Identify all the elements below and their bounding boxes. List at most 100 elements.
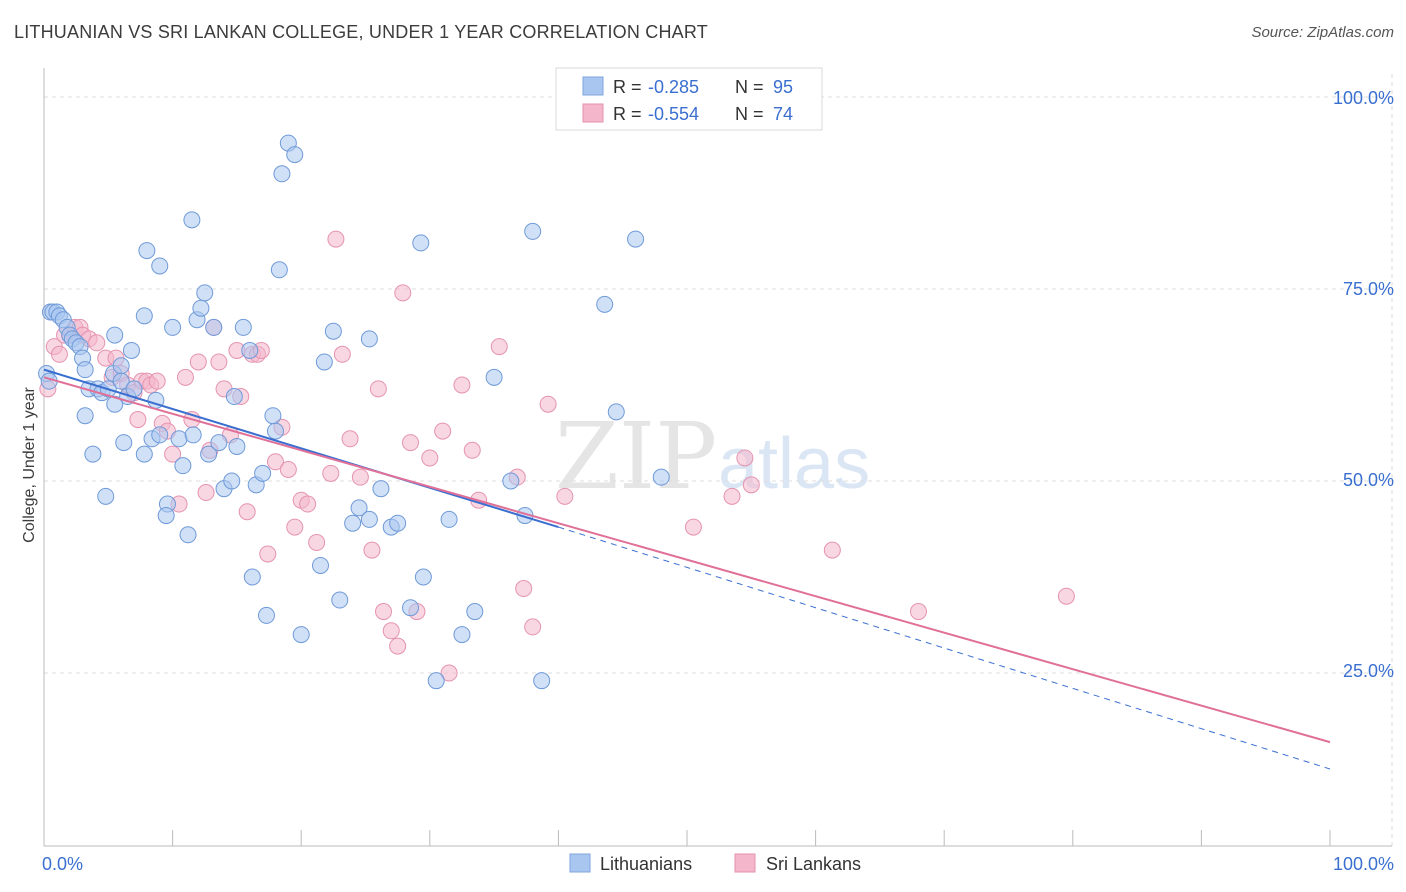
- lithuanian-point-55: [254, 464, 272, 482]
- lithuanian-point-72: [344, 514, 362, 532]
- lithuanian-point-94: [360, 510, 378, 528]
- sri-lankan-point-31: [210, 353, 228, 371]
- lithuanian-point-69: [315, 353, 333, 371]
- trend-layer: [43, 368, 1331, 770]
- lithuanian-point-64: [273, 165, 291, 183]
- sri-lankan-point-77: [823, 541, 841, 559]
- sri-lankan-point-57: [389, 637, 407, 655]
- lithuanian-point-92: [652, 468, 670, 486]
- y-axis-title: College, Under 1 year: [21, 387, 38, 543]
- sri-lankan-point-48: [322, 464, 340, 482]
- sri-lankan-point-64: [453, 376, 471, 394]
- lithuanian-point-44: [196, 284, 214, 302]
- sri-lankan-point-58: [394, 284, 412, 302]
- sri-lankan-point-47: [308, 533, 326, 551]
- lithuanian-point-77: [389, 514, 407, 532]
- sri-lankan-point-67: [490, 338, 508, 356]
- lithuanian-point-40: [179, 526, 197, 544]
- sri-lankan-point-63: [440, 664, 458, 682]
- lithuanian-point-78: [402, 599, 420, 617]
- source-label: Source: ZipAtlas.com: [1251, 24, 1394, 41]
- chart-title: LITHUANIAN VS SRI LANKAN COLLEGE, UNDER …: [14, 22, 708, 42]
- lithuanian-point-75: [372, 480, 390, 498]
- sri-lankan-point-16: [129, 411, 147, 429]
- points-layer: [38, 134, 1075, 690]
- sri-lankan-point-59: [402, 434, 420, 452]
- lithuanian-point-49: [223, 472, 241, 490]
- sri-lankan-point-73: [684, 518, 702, 536]
- sri-lankan-point-41: [266, 453, 284, 471]
- stats-r-label-2: R =: [613, 104, 642, 124]
- sri-lankan-trend-line: [43, 376, 1331, 744]
- stats-n-value-1: 95: [773, 77, 793, 97]
- lithuanian-point-51: [228, 437, 246, 455]
- lithuanian-point-26: [115, 434, 133, 452]
- stats-r-value-2: -0.554: [648, 104, 699, 124]
- sri-lankan-point-43: [279, 460, 297, 478]
- lithuanian-point-45: [200, 445, 218, 463]
- legend-label-sri-lankans: Sri Lankans: [766, 854, 861, 874]
- lithuanian-point-93: [466, 603, 484, 621]
- sri-lankan-point-65: [463, 441, 481, 459]
- sri-lankan-point-53: [363, 541, 381, 559]
- sri-lankan-point-61: [421, 449, 439, 467]
- sri-lankan-point-74: [723, 487, 741, 505]
- sri-lankan-point-25: [176, 368, 194, 386]
- sri-lankan-point-36: [238, 503, 256, 521]
- sri-lankan-point-9: [88, 334, 106, 352]
- lithuanian-point-39: [174, 457, 192, 475]
- lithuanian-point-74: [360, 330, 378, 348]
- lithuanian-point-90: [607, 403, 625, 421]
- sri-lankan-point-72: [556, 487, 574, 505]
- lithuanian-point-67: [292, 626, 310, 644]
- lithuanian-point-21: [106, 326, 124, 344]
- sri-lankan-point-27: [189, 353, 207, 371]
- lithuanian-point-63: [183, 211, 201, 229]
- watermark-zip: ZIP: [555, 403, 717, 510]
- lithuanian-point-91: [627, 230, 645, 248]
- lithuanian-point-58: [266, 422, 284, 440]
- stats-r-label-1: R =: [613, 77, 642, 97]
- lithuanian-point-89: [596, 295, 614, 313]
- sri-lankan-point-50: [333, 345, 351, 363]
- lithuanian-point-83: [453, 626, 471, 644]
- sri-lankan-point-46: [299, 495, 317, 513]
- legend: Lithuanians Sri Lankans: [569, 853, 861, 874]
- sri-lankan-point-49: [327, 230, 345, 248]
- lithuanian-point-87: [524, 222, 542, 240]
- lithuanian-point-79: [412, 234, 430, 252]
- lithuanian-point-70: [324, 322, 342, 340]
- lithuanian-point-82: [440, 510, 458, 528]
- lithuanian-point-68: [311, 556, 329, 574]
- sri-lankan-point-78: [909, 603, 927, 621]
- sri-lankan-point-56: [382, 622, 400, 640]
- lithuanian-point-27: [97, 487, 115, 505]
- lithuanian-point-13: [76, 361, 94, 379]
- lithuanian-point-73: [350, 499, 368, 517]
- sri-lankan-point-55: [375, 603, 393, 621]
- legend-swatch-sri-lankans: [734, 853, 756, 873]
- axis-layer: [43, 68, 1392, 847]
- sri-lankan-point-71: [539, 395, 557, 413]
- lithuanian-point-88: [533, 672, 551, 690]
- sri-lankan-point-2: [50, 345, 68, 363]
- sri-lankan-point-52: [351, 468, 369, 486]
- sri-lankan-point-70: [524, 618, 542, 636]
- lithuanian-point-47: [210, 434, 228, 452]
- sri-lankan-point-62: [434, 422, 452, 440]
- stats-swatch-blue: [582, 76, 604, 96]
- lithuanian-point-85: [502, 472, 520, 490]
- sri-lankan-point-69: [515, 580, 533, 598]
- lithuanian-point-56: [257, 606, 275, 624]
- lithuanian-point-66: [286, 146, 304, 164]
- sri-lankan-point-40: [259, 545, 277, 563]
- x-tick-label-min: 0.0%: [42, 854, 83, 874]
- lithuanian-point-84: [485, 368, 503, 386]
- sri-lankan-point-28: [197, 484, 215, 502]
- lithuanian-point-60: [243, 568, 261, 586]
- y-tick-label-25: 25.0%: [1343, 661, 1394, 681]
- stats-n-value-2: 74: [773, 104, 793, 124]
- lithuanian-point-28: [106, 395, 124, 413]
- lithuanian-point-23: [112, 372, 130, 390]
